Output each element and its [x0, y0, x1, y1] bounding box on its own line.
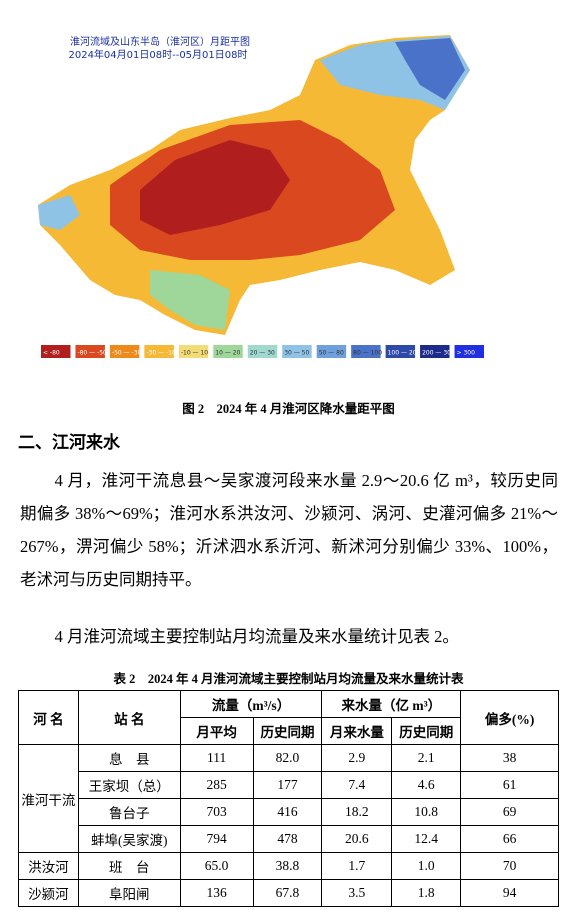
value-cell: 177: [252, 771, 323, 799]
value-cell: 94: [460, 879, 559, 907]
value-cell: 70: [460, 852, 559, 880]
header-cell: 河 名: [18, 690, 79, 745]
data-table: 河 名 站 名 流量（m³/s） 来水量（亿 m³） 偏多(%) 月平均 历史同…: [18, 690, 559, 907]
west-region: [38, 195, 80, 230]
legend-swatch: [178, 345, 209, 358]
value-cell: 38.8: [252, 852, 323, 880]
paragraph: 4 月，淮河干流息县～吴家渡河段来水量 2.9～20.6 亿 m³，较历史同期偏…: [20, 471, 558, 589]
map-title: 淮河流域及山东半岛（淮河区）月距平图: [70, 35, 250, 48]
value-cell: 2.9: [321, 744, 393, 772]
legend-label: 200 — 300: [422, 350, 455, 357]
header-cell: 来水量（亿 m³）: [321, 690, 462, 718]
value-cell: 18.2: [321, 798, 393, 826]
value-cell: 4.6: [391, 771, 462, 799]
station-cell: 班 台: [77, 852, 181, 880]
table-row: 淮河干流息 县 111 82.0 2.9 2.1 38: [18, 744, 559, 853]
legend-swatch: [282, 345, 312, 358]
table-row: 沙颍河 阜阳闸 136 67.8 3.5 1.8 94: [18, 879, 559, 907]
wet-region: [395, 38, 465, 100]
station-cell: 鲁台子: [77, 798, 181, 826]
header-cell: 历史同期: [252, 717, 323, 745]
value-cell: 478: [252, 825, 323, 853]
header-cell: 月平均: [179, 717, 254, 745]
legend-swatch: [420, 345, 450, 358]
table-body: 淮河干流息 县 111 82.0 2.9 2.1 38 王家坝（总） 285 177 7.4 4.6…: [18, 744, 559, 907]
value-cell: 1.8: [391, 879, 462, 907]
legend-label: -10 — 10: [181, 350, 208, 357]
figure-caption: 图 2 2024 年 4 月淮河区降水量距平图: [182, 402, 395, 416]
value-cell: 1.7: [321, 852, 393, 880]
value-cell: 7.4: [321, 771, 393, 799]
value-cell: 65.0: [179, 852, 254, 880]
legend-label: -50 — -30: [112, 350, 142, 357]
south-region: [150, 270, 230, 330]
legend-label: 20 — 30: [250, 350, 275, 357]
header-cell: 月来水量: [321, 717, 393, 745]
river-cell: 沙颍河: [18, 879, 79, 907]
very-dry-region: [140, 140, 290, 235]
station-cell: 王家坝（总）: [77, 771, 181, 799]
station-cell: 蚌埠(吴家渡): [77, 825, 181, 853]
table-row: 鲁台子 703 416 18.2 10.8 69: [19, 798, 559, 826]
legend-swatch: [41, 345, 71, 358]
legend-swatch: [109, 345, 140, 358]
legend-label: 50 — 80: [319, 350, 344, 357]
value-cell: 794: [179, 825, 254, 853]
legend-swatch: [351, 345, 381, 358]
legend-label: 80 — 100: [353, 350, 382, 357]
value-cell: 66: [460, 825, 559, 853]
legend-label: 100 — 200: [388, 350, 421, 357]
value-cell: 703: [179, 798, 254, 826]
value-cell: 12.4: [391, 825, 462, 853]
value-cell: 61: [460, 771, 559, 799]
table-row: 洪汝河班 台 65.0 38.8 1.7 1.0 70: [18, 852, 559, 880]
map-subtitle: 2024年04月01日08时--05月01日08时: [68, 48, 247, 61]
legend-label: > 300: [457, 350, 476, 357]
legend-swatch: [316, 345, 347, 358]
paragraph: 4 月淮河流域主要控制站月均流量及来水量统计见表 2。: [54, 627, 459, 646]
legend-swatch: [213, 345, 243, 358]
value-cell: 136: [179, 879, 254, 907]
value-cell: 285: [179, 771, 254, 799]
legend-label: < -80: [43, 350, 60, 357]
table-row: 王家坝（总） 285 177 7.4 4.6 61: [19, 771, 559, 799]
value-cell: 67.8: [252, 879, 323, 907]
river-cell: 淮河干流: [18, 744, 79, 853]
section-heading: 二、江河来水: [18, 433, 120, 452]
header-cell: 站 名: [77, 690, 181, 745]
header-cell: 历史同期: [391, 717, 462, 745]
station-cell: 阜阳闸: [77, 879, 181, 907]
legend-label: 10 — 20: [215, 350, 240, 357]
legend-swatch: [385, 345, 416, 358]
precipitation-map: 淮河流域及山东半岛（淮河区）月距平图 2024年04月01日08时--05月01…: [38, 25, 540, 358]
table-row: 蚌埠(吴家渡) 794 478 20.6 12.4 66: [19, 825, 559, 853]
value-cell: 38: [460, 744, 559, 772]
value-cell: 2.1: [391, 744, 462, 772]
station-cell: 息 县: [77, 744, 181, 772]
legend-swatch: [247, 345, 278, 358]
legend-swatch: [75, 345, 105, 358]
legend: < -80 -80 — -50 -50 — -30 -30 — -10 -10 — 10…: [41, 345, 484, 358]
value-cell: 3.5: [321, 879, 393, 907]
value-cell: 111: [179, 744, 254, 772]
legend-label: -30 — -10: [146, 350, 176, 357]
legend-swatch: [454, 345, 484, 358]
value-cell: 69: [460, 798, 559, 826]
legend-swatch: [144, 345, 174, 358]
legend-label: 30 — 50: [284, 350, 309, 357]
value-cell: 1.0: [391, 852, 462, 880]
header-cell: 流量（m³/s）: [179, 690, 323, 718]
legend-label: -80 — -50: [77, 350, 107, 357]
river-cell: 洪汝河: [18, 852, 79, 880]
table-caption: 表 2 2024 年 4 月淮河流域主要控制站月均流量及来水量统计表: [113, 672, 464, 686]
value-cell: 20.6: [321, 825, 393, 853]
value-cell: 416: [252, 798, 323, 826]
value-cell: 82.0: [252, 744, 323, 772]
header-cell: 偏多(%): [460, 690, 559, 745]
value-cell: 10.8: [391, 798, 462, 826]
